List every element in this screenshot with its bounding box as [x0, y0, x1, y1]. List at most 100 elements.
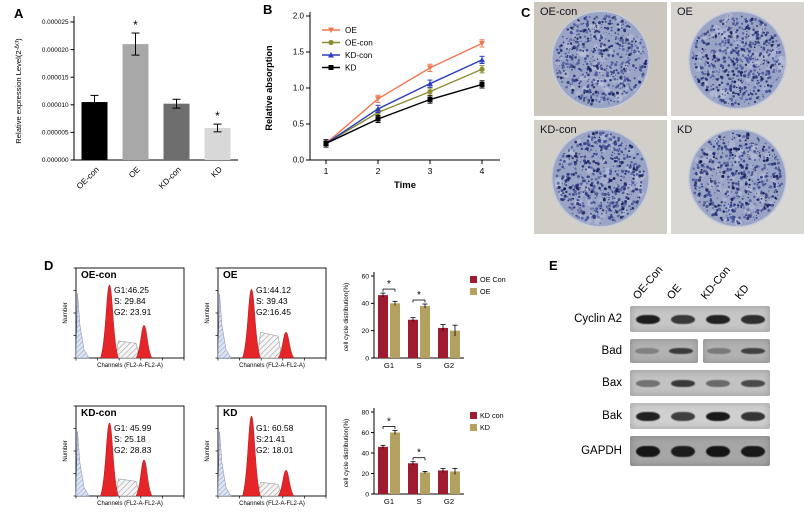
flow-g1-value: G1:44.12	[256, 285, 291, 295]
dish-base	[689, 130, 786, 226]
colony-dish-kd: KD	[671, 120, 804, 234]
flow-histogram	[73, 267, 185, 361]
flow-x-axis-label: Channels (FL2-A-FL2-A)	[97, 363, 163, 369]
y-tick-label: 1.5	[293, 48, 305, 57]
blot-image	[630, 339, 770, 363]
y-tick-label: 0.000005	[42, 130, 69, 137]
colony-dish-oe: OE	[671, 2, 804, 116]
bar-KD con-G1	[378, 446, 388, 494]
x-tick-label: 2	[376, 166, 381, 176]
y-tick-label: 1.0	[293, 84, 305, 93]
x-tick-label: KD	[210, 165, 224, 179]
blot-strip	[630, 436, 770, 466]
flow-g2-value: G2:16.45	[256, 307, 291, 317]
panel-d-label: D	[44, 258, 54, 273]
panel-e-label: E	[549, 258, 558, 273]
flow-plot-kd-con: KD-con G1: 45.99 S: 25.18 G2: 28.83 Numb…	[58, 400, 190, 522]
s-phase-region	[115, 340, 141, 359]
blot-row-cyclin-a2: Cyclin A2	[560, 306, 804, 332]
x-tick-label: OE	[127, 165, 142, 180]
blot-band	[705, 445, 730, 457]
colony-dish-photo	[551, 10, 650, 110]
y-tick-label: 20	[361, 471, 369, 478]
flow-histogram	[215, 405, 327, 499]
y-tick-label: 0.0	[293, 156, 305, 165]
s-phase-region	[257, 481, 283, 497]
panel-c-label: C	[521, 5, 531, 20]
bar-KD-G2	[450, 471, 460, 494]
flow-stats: G1:44.12 S: 39.43 G2:16.45	[256, 285, 291, 318]
blot-band	[707, 348, 732, 354]
g2-peak	[135, 325, 153, 359]
blot-band	[668, 348, 693, 354]
lane-label-oe-con: OE-Con	[630, 263, 666, 302]
expression-bar-chart: 0.000000 0.000005 0.000010 0.000015 0.000020…	[14, 16, 238, 191]
flow-plot-oe-con: OE-con G1:46.25 S: 29.84 G2: 23.91 Numbe…	[58, 262, 190, 384]
bar-KD con-G2	[438, 470, 448, 494]
bar-KD con-S	[408, 463, 418, 494]
x-tick-label: G2	[444, 361, 454, 370]
blot-band	[635, 411, 660, 421]
flow-s-value: S:21.41	[256, 434, 286, 444]
x-tick-label: S	[416, 497, 421, 506]
series-line-KD	[325, 83, 483, 145]
y-tick-label: 0.000010	[42, 102, 69, 109]
flow-title: OE-con	[81, 270, 117, 281]
y-tick-label: 0.000000	[42, 157, 69, 164]
x-tick-label: 4	[480, 166, 485, 176]
g2-peak	[277, 469, 295, 497]
legend-label-KD-con: KD-con	[345, 51, 373, 60]
blot-band	[634, 348, 659, 354]
g1-peak	[242, 288, 261, 359]
x-tick-label: KD-con	[157, 165, 183, 191]
significance-star: *	[417, 290, 421, 301]
bar-KD-S	[420, 472, 430, 494]
colony-dish-photo	[688, 10, 787, 110]
bar-OE-S	[420, 306, 430, 358]
x-tick-label: OE-con	[75, 165, 101, 191]
blot-band	[670, 379, 695, 387]
flow-histogram	[73, 405, 185, 499]
blot-protein-label: Bax	[602, 377, 622, 389]
y-tick-label: 0	[365, 355, 369, 362]
blot-band	[670, 445, 695, 457]
bar-OE Con-G2	[438, 327, 448, 358]
flow-stats: G1:46.25 S: 29.84 G2: 23.91	[114, 285, 151, 318]
flow-x-axis-label: Channels (FL2-A-FL2-A)	[239, 363, 305, 369]
flow-g1-value: G1: 60.58	[256, 423, 294, 433]
cell-cycle-bar-chart-oe: 0 20 40 60 cell cycle distribution(%) * G1 * S G2…	[343, 272, 506, 370]
g1-peak	[242, 415, 261, 497]
y-tick-label: 0.000015	[42, 74, 69, 81]
bar-KD	[204, 127, 231, 160]
s-phase-region	[115, 478, 141, 497]
blot-band	[705, 379, 730, 387]
flow-histogram	[215, 267, 327, 361]
absorption-line-chart: 0.0 0.5 1.0 1.5 2.0 1 2 3 4 Time Relative absorpti…	[264, 12, 500, 191]
bar-OE Con-G1	[378, 295, 388, 358]
y-tick-label: 0.5	[293, 120, 305, 129]
y-axis-label: cell cycle distribution(%)	[343, 283, 350, 352]
blot-row-bax: Bax	[560, 370, 804, 396]
blot-strip	[630, 403, 770, 429]
y-tick-label: 20	[361, 328, 369, 335]
legend-label-KD con: KD con	[480, 411, 504, 420]
x-tick-label: G1	[384, 497, 394, 506]
blot-band	[635, 445, 660, 457]
series-line-KD-con	[325, 59, 483, 145]
blot-image	[630, 306, 770, 332]
flow-g2-value: G2: 28.83	[114, 445, 152, 455]
flow-y-axis-label: Number	[205, 440, 211, 462]
y-tick-label: 60	[361, 273, 369, 280]
blot-image	[630, 370, 770, 396]
dish-label: KD-con	[540, 124, 577, 136]
legend-label-KD: KD	[480, 423, 490, 432]
legend-label-OE Con: OE Con	[480, 275, 506, 284]
flow-y-axis-label: Number	[63, 302, 69, 324]
y-tick-label: 0.000020	[42, 47, 69, 54]
x-tick-label: 1	[324, 166, 329, 176]
lane-label-oe: OE	[664, 282, 685, 302]
blot-band	[740, 314, 765, 324]
blot-protein-label: Cyclin A2	[574, 313, 622, 325]
flow-s-value: S: 25.18	[114, 434, 146, 444]
